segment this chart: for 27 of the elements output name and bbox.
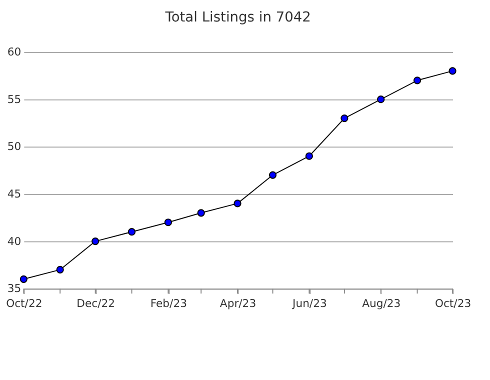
point bbox=[234, 200, 242, 208]
point bbox=[164, 218, 172, 226]
point bbox=[305, 152, 313, 160]
y-tick-label: 40 bbox=[7, 234, 22, 248]
point bbox=[128, 228, 136, 236]
x-tick-label: Jun/23 bbox=[292, 296, 327, 310]
point bbox=[92, 238, 100, 246]
point bbox=[56, 266, 64, 274]
y-tick-label: 50 bbox=[7, 140, 22, 154]
point bbox=[268, 171, 277, 179]
point bbox=[340, 114, 348, 122]
x-tick-label: Dec/22 bbox=[76, 296, 116, 310]
x-tick-label: Aug/23 bbox=[362, 296, 401, 310]
x-tick-label: Oct/22 bbox=[6, 296, 42, 310]
point bbox=[413, 76, 422, 84]
y-tick-label: 60 bbox=[7, 45, 22, 58]
point bbox=[197, 209, 205, 217]
x-tick-label: Apr/23 bbox=[220, 296, 256, 310]
y-tick-label: 35 bbox=[7, 282, 22, 296]
point bbox=[20, 275, 28, 283]
y-tick-label: 55 bbox=[7, 92, 22, 106]
point bbox=[448, 67, 456, 75]
point bbox=[377, 96, 385, 104]
chart-title: Total Listings in 7042 bbox=[164, 9, 311, 26]
y-tick-label: 45 bbox=[7, 187, 22, 200]
x-tick-label: Oct/23 bbox=[434, 296, 472, 310]
x-tick-label: Feb/23 bbox=[150, 296, 188, 310]
